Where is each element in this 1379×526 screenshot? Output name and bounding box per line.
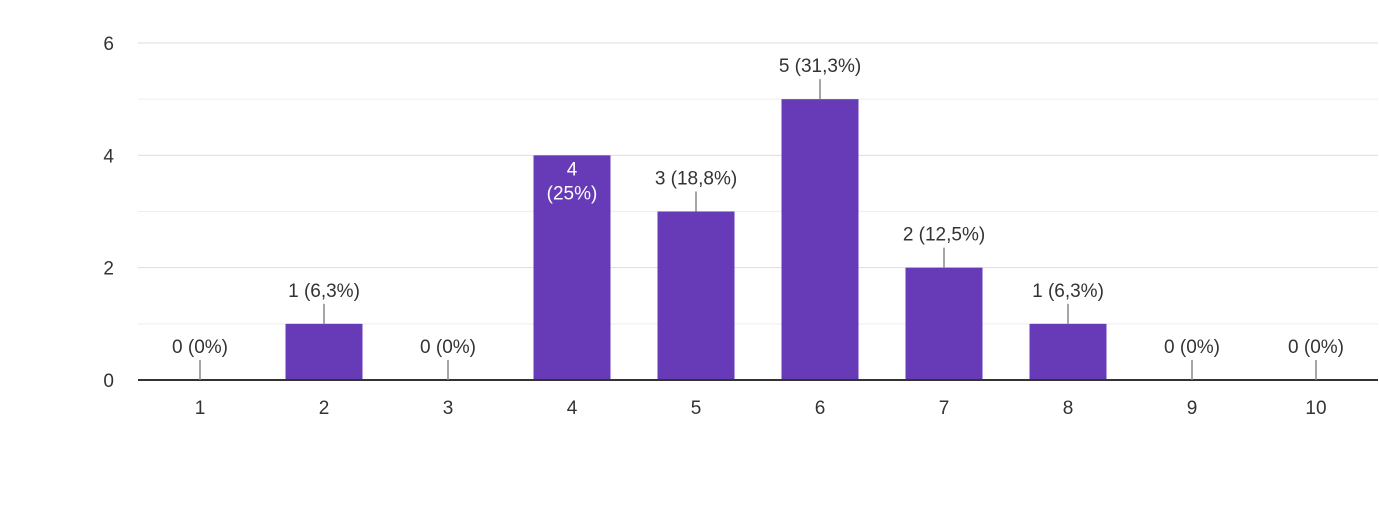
y-tick-label: 6 xyxy=(103,34,114,55)
y-tick-label: 0 xyxy=(103,371,114,392)
data-label-6: 5 (31,3%) xyxy=(779,56,861,77)
x-tick-label: 10 xyxy=(1305,398,1326,419)
x-tick-label: 3 xyxy=(443,398,454,419)
bar-6 xyxy=(781,99,859,381)
y-axis-ticks: 0 2 4 6 xyxy=(103,34,114,392)
data-label-9: 0 (0%) xyxy=(1164,337,1220,358)
data-label-5: 3 (18,8%) xyxy=(655,169,737,190)
data-label-1: 0 (0%) xyxy=(172,337,228,358)
x-tick-label: 9 xyxy=(1187,398,1198,419)
data-labels: 0 (0%) 1 (6,3%) 0 (0%) 4 (25%) 3 (18,8%) 5 (31… xyxy=(172,56,1344,380)
gridlines xyxy=(138,42,1378,325)
data-label-8: 1 (6,3%) xyxy=(1032,281,1104,302)
bar-2 xyxy=(285,323,363,380)
x-tick-label: 2 xyxy=(319,398,330,419)
data-label-10: 0 (0%) xyxy=(1288,337,1344,358)
x-tick-label: 6 xyxy=(815,398,826,419)
bar-7 xyxy=(905,267,983,380)
x-tick-label: 5 xyxy=(691,398,702,419)
x-tick-label: 8 xyxy=(1063,398,1074,419)
bar-4 xyxy=(533,155,611,380)
data-label-3: 0 (0%) xyxy=(420,337,476,358)
bar-8 xyxy=(1029,323,1107,380)
x-tick-label: 1 xyxy=(195,398,206,419)
y-tick-label: 2 xyxy=(103,259,114,280)
data-label-4: 4 (25%) xyxy=(547,159,598,204)
bar-5 xyxy=(657,211,735,380)
x-tick-label: 4 xyxy=(567,398,578,419)
x-axis-ticks: 1 2 3 4 5 6 7 8 9 10 xyxy=(195,398,1327,419)
data-label-7: 2 (12,5%) xyxy=(903,225,985,246)
data-label-2: 1 (6,3%) xyxy=(288,281,360,302)
x-tick-label: 7 xyxy=(939,398,950,419)
y-tick-label: 4 xyxy=(103,146,114,167)
bars xyxy=(285,99,1107,381)
